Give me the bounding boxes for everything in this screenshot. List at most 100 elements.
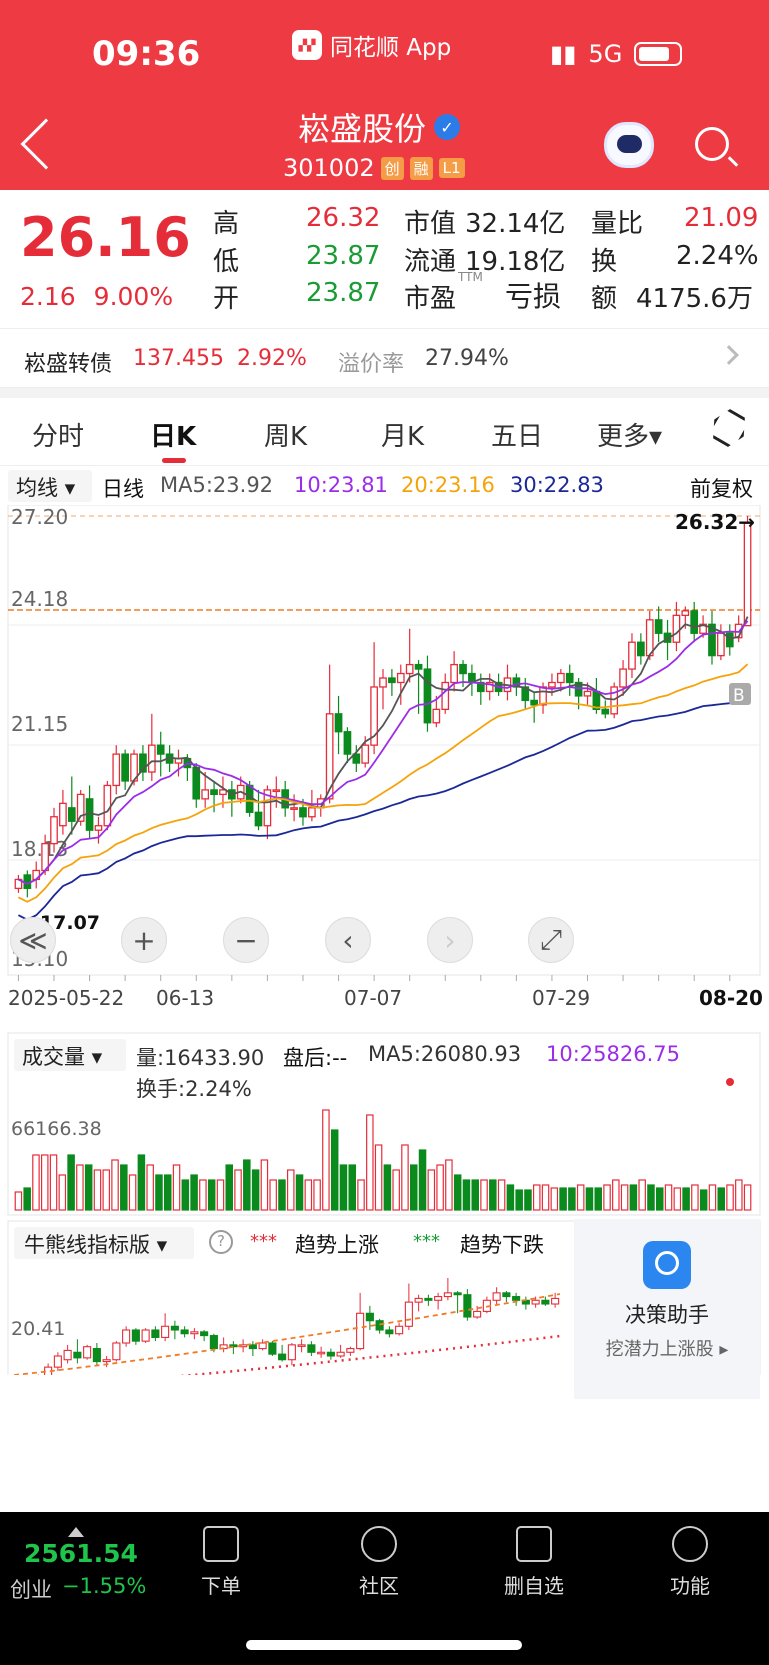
- volume-dropdown[interactable]: 成交量 ▾: [14, 1039, 126, 1071]
- volume-bar: [111, 1159, 119, 1211]
- volume-bar: [735, 1179, 743, 1211]
- candle-body: [476, 681, 485, 693]
- turnover-label: 换: [591, 247, 618, 277]
- candle-body: [192, 766, 201, 800]
- volume-bar: [392, 1169, 400, 1211]
- mktcap-label: 市值: [404, 209, 457, 239]
- downtrend-label: 趋势下跌: [460, 1233, 544, 1257]
- candle-body: [272, 789, 281, 793]
- bb-candle-body: [356, 1312, 365, 1350]
- high-marker: 26.32→: [675, 510, 755, 534]
- ma30-line: [17, 694, 749, 921]
- fullscreen-button[interactable]: ⤢: [528, 917, 574, 963]
- mktcap-value: 32.14亿: [465, 209, 566, 239]
- today-dot: [726, 1078, 734, 1086]
- kline-chart-svg[interactable]: 27.20 24.18 21.15 18.13 15.10 26.32→ ←17…: [0, 504, 769, 1402]
- signal-marker: B: [733, 686, 745, 706]
- candle-body: [94, 825, 103, 831]
- chart-area[interactable]: 27.20 24.18 21.15 18.13 15.10 26.32→ ←17…: [0, 504, 769, 1402]
- volume-bar: [726, 1184, 734, 1211]
- candle-body: [308, 807, 316, 818]
- volume-bar: [436, 1164, 444, 1211]
- zoom-out-button[interactable]: −: [223, 917, 269, 963]
- volume-bar: [190, 1174, 198, 1211]
- volume-bar: [708, 1184, 717, 1211]
- bb-candle-body: [297, 1344, 306, 1347]
- stock-name: 崧盛股份: [298, 110, 427, 148]
- volume-bar: [480, 1179, 488, 1211]
- bb-candle-body: [395, 1325, 404, 1335]
- bb-candle-body: [473, 1310, 482, 1318]
- chevron-right-icon: [719, 345, 739, 365]
- back-icon[interactable]: [20, 118, 72, 170]
- bond-name: 崧盛转债: [24, 352, 113, 377]
- tab-intraday[interactable]: 分时: [32, 422, 85, 452]
- volume-bars-group: [14, 1109, 752, 1211]
- bb-candle-body: [229, 1344, 238, 1348]
- adjust-mode[interactable]: 前复权: [690, 477, 753, 501]
- bb-candle-body: [424, 1297, 433, 1301]
- index-ticker[interactable]: 2561.54 创业 −1.55%: [10, 1527, 146, 1604]
- robot-icon[interactable]: [604, 122, 654, 168]
- bullbear-dropdown[interactable]: 牛熊线指标版 ▾: [14, 1227, 194, 1259]
- candle-body: [396, 672, 405, 684]
- volume-bar: [515, 1189, 523, 1211]
- move-right-button[interactable]: ›: [427, 917, 473, 963]
- volume-turnover: 换手:2.24%: [136, 1077, 252, 1101]
- bb-candle-body: [278, 1353, 287, 1361]
- nav-community[interactable]: 社区: [334, 1526, 424, 1599]
- volume-bar: [163, 1174, 172, 1211]
- volume-bar: [568, 1187, 576, 1211]
- header: 09:36 ▞▞ 同花顺 App ▮▮ 5G 崧盛股份 ✓ 301002 创 融…: [0, 0, 769, 190]
- stock-code-row: 301002 创 融 L1: [283, 154, 465, 182]
- volume-bar: [374, 1144, 383, 1211]
- volume-bar: [207, 1179, 216, 1211]
- volume-bar: [585, 1187, 594, 1211]
- candle-body: [681, 610, 690, 617]
- decision-assistant[interactable]: 决策助手 挖潜力上涨股 ▸: [574, 1219, 760, 1399]
- candle-body: [583, 690, 592, 697]
- price-change: 2.16 9.00%: [20, 282, 173, 311]
- ma-period-label: 日线: [102, 477, 144, 501]
- bb-candle-body: [112, 1342, 121, 1361]
- candle-body: [112, 753, 121, 787]
- tab-monthly-k[interactable]: 月K: [381, 422, 425, 452]
- volume-bar: [243, 1159, 251, 1211]
- current-price: 26.16: [20, 206, 191, 269]
- volume-bar: [225, 1164, 234, 1211]
- move-left-button[interactable]: ‹: [325, 917, 371, 963]
- page-back-button[interactable]: ≪: [10, 917, 56, 963]
- candle-body: [459, 663, 467, 675]
- bb-candle-body: [209, 1335, 218, 1350]
- volume-value: 量:16433.90: [136, 1046, 265, 1070]
- open-value: 23.87: [306, 278, 381, 308]
- volume-bar: [445, 1159, 453, 1211]
- candle-body: [574, 681, 583, 697]
- premium-value: 27.94%: [425, 346, 509, 371]
- change-percent: 9.00%: [93, 282, 174, 311]
- nav-functions-label: 功能: [670, 1574, 710, 1598]
- volume-bar: [673, 1187, 682, 1211]
- tab-weekly-k[interactable]: 周K: [264, 422, 308, 452]
- candle-body: [139, 753, 147, 773]
- candle-body: [334, 713, 343, 733]
- help-icon[interactable]: ?: [209, 1230, 233, 1254]
- zoom-in-button[interactable]: +: [121, 917, 167, 963]
- star-icon: [361, 1526, 397, 1562]
- bb-candle-body: [385, 1329, 394, 1335]
- search-icon[interactable]: [695, 127, 729, 161]
- nav-community-label: 社区: [359, 1574, 399, 1598]
- nav-order[interactable]: 下单: [176, 1526, 266, 1599]
- candle-body: [414, 663, 423, 670]
- tab-five-day[interactable]: 五日: [491, 422, 544, 452]
- bond-row[interactable]: 崧盛转债 137.455 2.92% 溢价率 27.94%: [0, 328, 769, 388]
- tab-more[interactable]: 更多▾: [597, 422, 663, 452]
- ma-dropdown[interactable]: 均线 ▾: [8, 470, 92, 502]
- tab-daily-k[interactable]: 日K: [150, 422, 197, 452]
- nav-functions[interactable]: 功能: [645, 1526, 735, 1599]
- volume-bar: [743, 1184, 752, 1211]
- candle-body: [254, 811, 263, 827]
- nav-remove-watchlist[interactable]: 删自选: [489, 1526, 579, 1599]
- menu-icon: [672, 1526, 708, 1562]
- y-tick-label: 24.18: [11, 587, 68, 611]
